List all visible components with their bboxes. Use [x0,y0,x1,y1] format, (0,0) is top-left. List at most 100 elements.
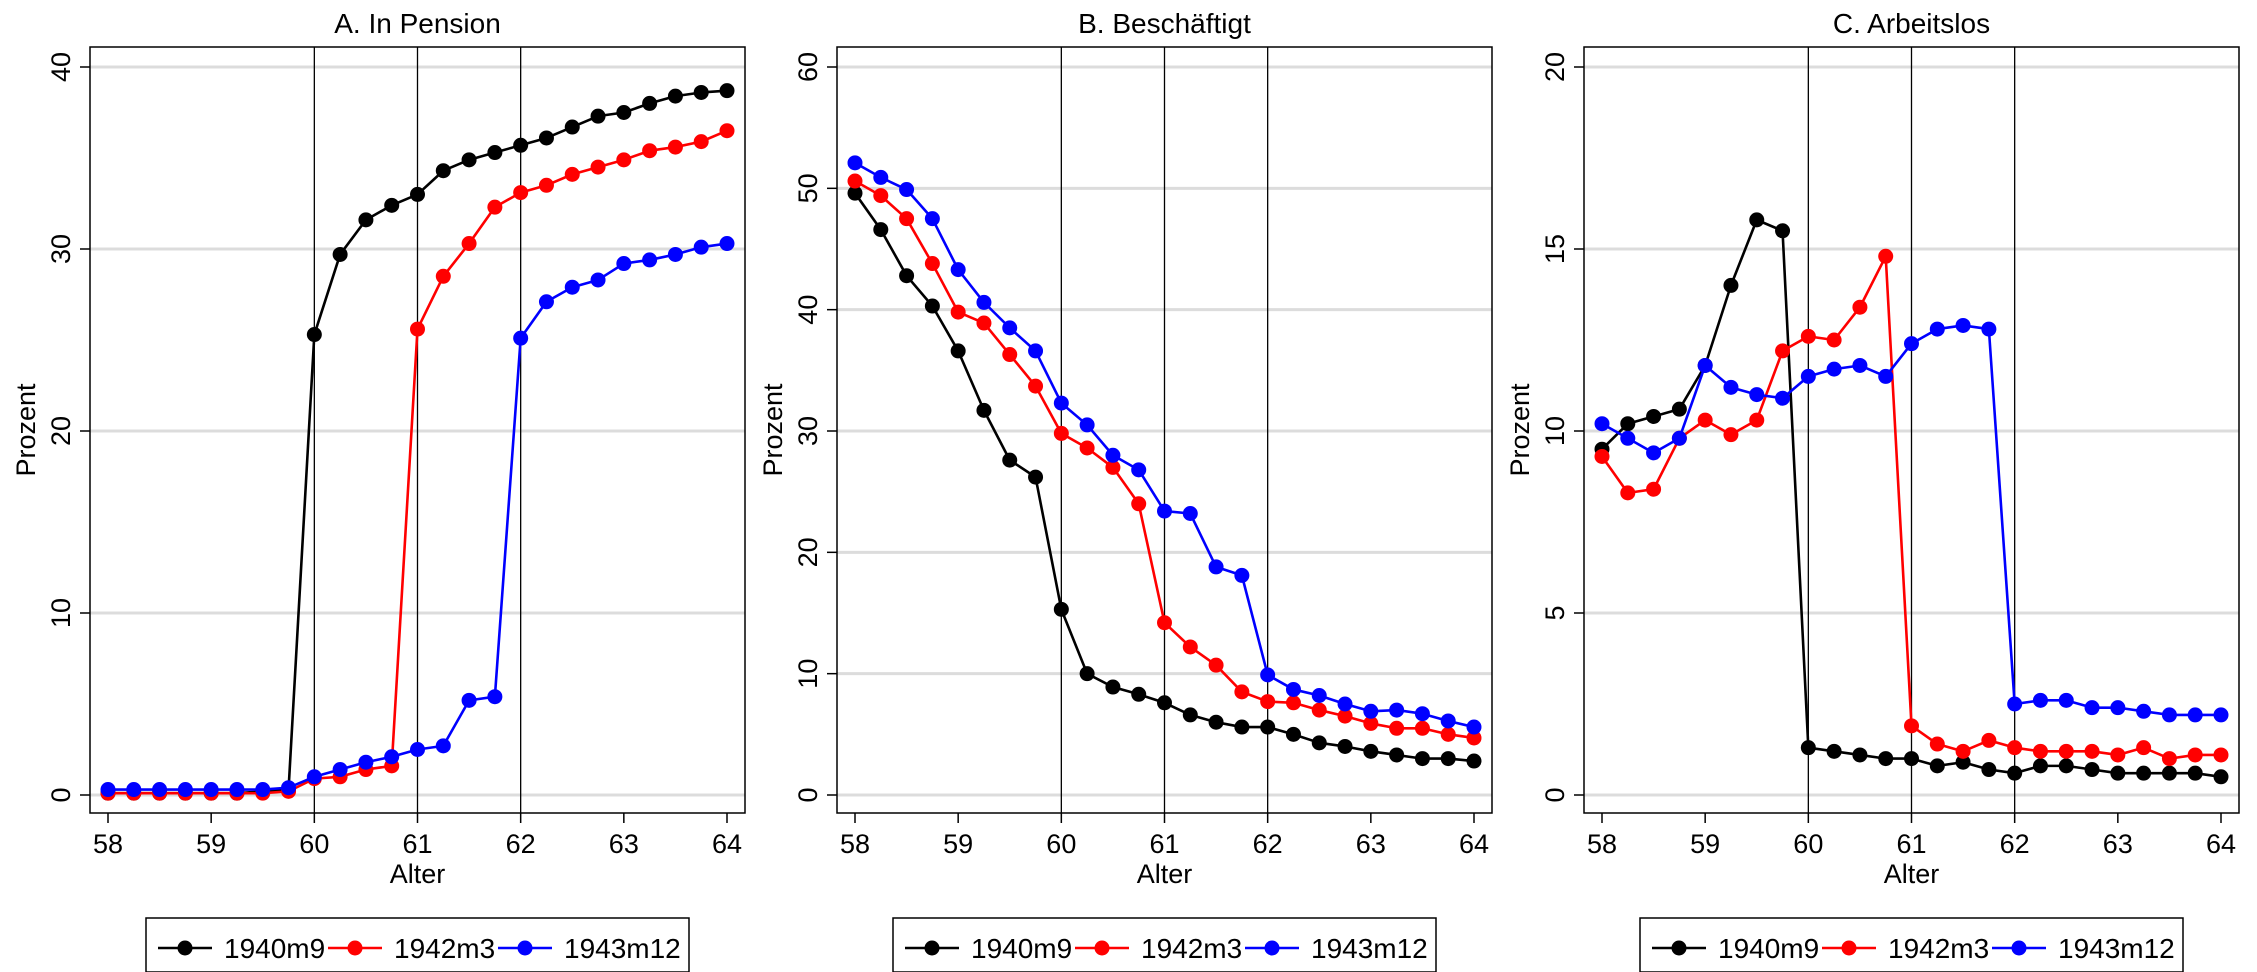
data-point [2032,758,2048,774]
data-point [1775,223,1791,239]
data-point [2187,707,2203,723]
data-point [2213,747,2229,763]
legend-swatch-marker [177,940,193,956]
x-tick-label: 62 [1253,829,1283,859]
data-point [1414,706,1430,722]
data-point [1800,740,1816,756]
data-point [2032,743,2048,759]
data-point [564,119,580,135]
legend-swatch-marker [924,940,940,956]
data-point [2032,692,2048,708]
data-point [1646,408,1662,424]
series-1943m12 [847,155,1482,735]
data-point [1749,387,1765,403]
data-point [435,163,451,179]
x-tick-label: 64 [2206,829,2236,859]
data-point [1234,567,1250,583]
data-point [1105,679,1121,695]
data-point [384,197,400,213]
data-point [1208,559,1224,575]
data-point [358,754,374,770]
y-axis-label: Prozent [11,383,41,477]
data-point [538,294,554,310]
legend-swatch-marker [1264,940,1280,956]
legend-label: 1940m9 [1718,933,1819,964]
data-point [1929,758,1945,774]
data-point [2084,743,2100,759]
data-point [332,762,348,778]
data-point [358,212,374,228]
data-point [410,742,425,757]
data-point [1208,657,1224,673]
data-point [1079,417,1095,433]
data-point [2058,743,2074,759]
data-point [1826,743,1842,759]
data-point [1131,686,1147,702]
data-point [1389,747,1405,763]
x-tick-label: 59 [196,829,226,859]
data-point [1002,452,1018,468]
data-point [1723,379,1739,395]
data-point [1878,248,1894,264]
y-tick-label: 10 [46,598,76,628]
data-point [203,782,219,798]
data-point [2187,747,2203,763]
series-1942m3 [847,173,1482,746]
data-point [642,143,658,159]
data-point [1929,321,1945,337]
data-point [924,256,940,272]
series-1943m12 [1594,317,2229,723]
data-point [461,152,477,168]
data-point [1594,448,1610,464]
data-point [1852,747,1868,763]
data-point [2110,700,2126,716]
data-point [1440,751,1456,767]
data-point [332,246,348,262]
legend-label: 1940m9 [224,933,325,964]
data-point [2136,765,2152,781]
legend-label: 1942m3 [1141,933,1242,964]
panel-3: C. Arbeitslos 0 5 10 15 20 58 59 60 61 62 63 64 Alter… [1505,8,2240,972]
legend-label: 1942m3 [394,933,495,964]
data-point [873,188,889,204]
data-point [1466,719,1482,735]
data-point [487,689,503,705]
x-axis-label: Alter [1884,859,1940,889]
data-point [693,239,709,255]
legend-swatch-marker [517,940,533,956]
data-point [847,185,863,201]
data-point [1234,719,1250,735]
data-point [1363,715,1379,731]
y-tick-label: 30 [46,234,76,264]
y-tick-label: 20 [793,537,823,567]
data-point [1929,736,1945,752]
data-point [1311,702,1327,718]
data-point [1053,425,1069,441]
data-point [1440,726,1456,742]
x-tick-label: 58 [840,829,870,859]
data-point [564,166,580,182]
data-point [513,185,529,201]
x-tick-label: 64 [1459,829,1489,859]
data-point [1285,695,1301,711]
data-point [2161,707,2177,723]
data-point [1671,401,1687,417]
data-point [1079,666,1095,682]
data-point [255,782,271,798]
data-point [1671,430,1687,446]
y-tick-label: 10 [793,659,823,689]
data-point [1337,708,1353,724]
data-point [1775,343,1791,359]
data-point [1749,212,1765,228]
data-point [2136,703,2152,719]
legend-swatch-marker [1671,940,1687,956]
legend-box [1639,917,2184,972]
data-point [1182,639,1198,655]
data-point [1981,321,1997,337]
data-point [642,95,658,111]
x-tick-label: 63 [609,829,639,859]
x-axis-label: Alter [390,859,446,889]
data-point [1311,735,1327,751]
data-point [590,272,606,288]
x-tick-label: 59 [943,829,973,859]
